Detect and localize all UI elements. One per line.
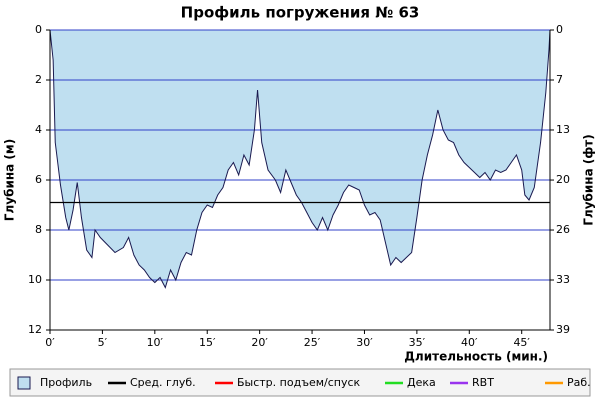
legend-label: RBT [472, 376, 494, 389]
y-axis-label: Глубина (м) [3, 139, 17, 221]
legend-label: Дека [407, 376, 436, 389]
x-tick-label: 5′ [98, 336, 108, 349]
y2-tick-label: 26 [556, 223, 570, 236]
x-tick-label: 20′ [251, 336, 268, 349]
chart-title: Профиль погружения № 63 [181, 4, 420, 22]
x-tick-label: 25′ [304, 336, 321, 349]
x-axis-label: Длительность (мин.) [404, 350, 548, 364]
y-tick-label: 12 [28, 323, 42, 336]
x-tick-label: 35′ [409, 336, 426, 349]
x-tick-label: 15′ [199, 336, 216, 349]
y-tick-label: 0 [35, 23, 42, 36]
x-tick-label: 45′ [513, 336, 530, 349]
x-tick-label: 10′ [147, 336, 164, 349]
legend-label: Сред. глуб. [130, 376, 196, 389]
legend-label: Быстр. подъем/спуск [237, 376, 361, 389]
x-tick-label: 0′ [45, 336, 55, 349]
y2-axis-label: Глубина (фт) [582, 134, 596, 225]
y2-tick-label: 20 [556, 173, 570, 186]
legend-swatch [17, 376, 31, 390]
legend-label: Профиль [40, 376, 92, 389]
y-tick-label: 6 [35, 173, 42, 186]
y-tick-label: 2 [35, 73, 42, 86]
legend-label: Раб. [567, 376, 591, 389]
y2-tick-label: 7 [556, 73, 563, 86]
x-tick-label: 30′ [356, 336, 373, 349]
y2-tick-label: 0 [556, 23, 563, 36]
y-tick-label: 4 [35, 123, 42, 136]
y2-tick-label: 39 [556, 323, 570, 336]
y2-tick-label: 33 [556, 273, 570, 286]
legend-box [9, 368, 591, 397]
y2-tick-label: 13 [556, 123, 570, 136]
x-tick-label: 40′ [461, 336, 478, 349]
y-tick-label: 10 [28, 273, 42, 286]
y-tick-label: 8 [35, 223, 42, 236]
profile-area [50, 30, 550, 288]
